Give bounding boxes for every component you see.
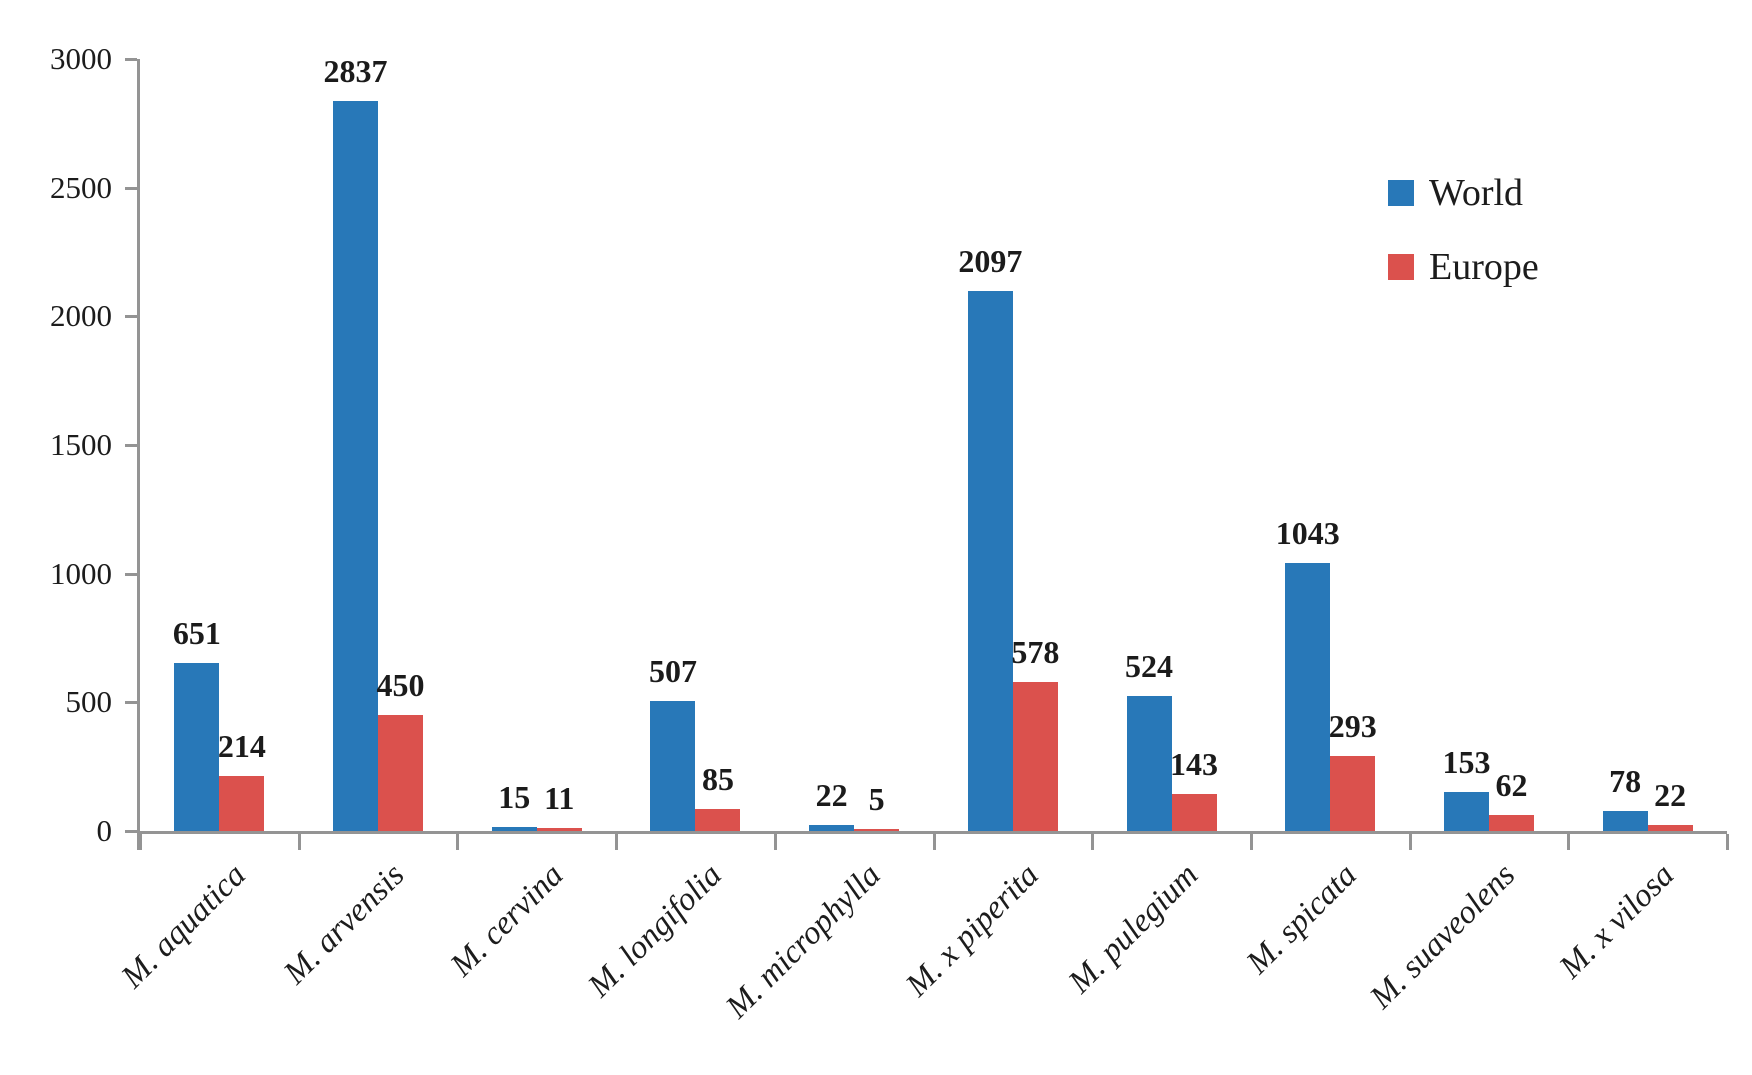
x-axis-line: [140, 831, 1727, 834]
value-label-europe-m-pulegium: 143: [1170, 746, 1219, 783]
value-label-europe-m-arvensis: 450: [376, 667, 425, 704]
x-category-label-anchor: M. x vilosa: [1236, 857, 1681, 985]
value-label-world-m-spicata: 1043: [1275, 514, 1340, 551]
legend-label: World: [1429, 172, 1524, 214]
bar-world-m-suaveolens: [1443, 791, 1489, 831]
bar-world-m-spicata: [1285, 562, 1331, 831]
bar-europe-m-microphylla: [854, 829, 900, 831]
y-tick-label: 1500: [50, 427, 112, 462]
value-label-world-m-aquatica: 651: [172, 615, 221, 652]
y-tick-label: 500: [65, 684, 113, 720]
value-label-world-m-x-vilosa: 78: [1609, 762, 1642, 799]
bar-world-m-arvensis: [333, 100, 379, 831]
bar-europe-m-arvensis: [378, 715, 424, 831]
bar-europe-m-pulegium: [1171, 794, 1217, 831]
legend-label: Europe: [1429, 246, 1539, 288]
y-tick-label: 2500: [50, 169, 112, 205]
y-tick: [125, 315, 137, 319]
bar-world-m-aquatica: [174, 663, 220, 831]
bar-europe-m-x-piperita: [1012, 682, 1058, 831]
value-label-europe-m-x-vilosa: 22: [1654, 777, 1687, 814]
bar-world-m-microphylla: [809, 825, 855, 831]
x-tick: [1726, 834, 1729, 850]
x-tick: [932, 834, 936, 850]
value-label-world-m-microphylla: 22: [815, 777, 848, 814]
x-tick: [1091, 834, 1095, 850]
y-tick: [125, 572, 137, 576]
legend-item-world: World: [1388, 172, 1539, 214]
bar-europe-m-x-vilosa: [1647, 825, 1693, 831]
bar-world-m-longifolia: [650, 700, 696, 831]
y-tick: [125, 444, 137, 447]
bar-world-m-cervina: [491, 827, 537, 831]
y-tick: [125, 830, 137, 833]
y-tick-label: 1000: [50, 555, 112, 591]
bar-europe-m-spicata: [1330, 755, 1376, 831]
value-label-world-m-x-piperita: 2097: [958, 243, 1023, 280]
x-tick: [297, 834, 301, 850]
value-label-world-m-pulegium: 524: [1125, 648, 1174, 685]
x-tick: [456, 834, 460, 850]
bar-europe-m-longifolia: [695, 809, 741, 831]
x-tick: [1567, 834, 1571, 850]
x-tick: [1249, 834, 1253, 850]
bar-world-m-x-piperita: [967, 291, 1013, 831]
y-tick-label: 2000: [50, 298, 112, 334]
y-tick: [125, 58, 137, 61]
x-tick: [615, 834, 619, 850]
value-label-europe-m-spicata: 293: [1328, 707, 1377, 744]
legend-swatch-world: [1388, 180, 1414, 206]
x-tick: [773, 834, 777, 850]
bar-europe-m-suaveolens: [1488, 815, 1534, 831]
y-tick-label: 0: [96, 813, 113, 848]
bar-europe-m-cervina: [536, 828, 582, 831]
y-tick: [125, 701, 137, 705]
value-label-europe-m-aquatica: 214: [217, 727, 266, 764]
x-category-label: M. x vilosa: [1552, 857, 1682, 986]
bar-europe-m-aquatica: [219, 775, 265, 831]
value-label-world-m-suaveolens: 153: [1442, 743, 1491, 780]
x-tick: [139, 834, 142, 850]
legend-item-europe: Europe: [1388, 246, 1539, 288]
y-axis-line: [137, 59, 140, 850]
x-tick: [1408, 834, 1412, 850]
value-label-europe-m-longifolia: 85: [701, 761, 734, 798]
value-label-europe-m-microphylla: 5: [868, 781, 885, 817]
value-label-world-m-arvensis: 2837: [323, 52, 388, 89]
y-tick-label: 3000: [50, 41, 112, 76]
value-label-world-m-longifolia: 507: [648, 652, 697, 689]
value-label-world-m-cervina: 15: [498, 779, 531, 816]
legend: World Europe: [1388, 172, 1539, 324]
value-label-europe-m-cervina: 11: [544, 780, 575, 817]
bar-world-m-pulegium: [1126, 696, 1172, 831]
legend-swatch-europe: [1388, 254, 1414, 280]
y-tick: [125, 186, 137, 190]
value-label-europe-m-x-piperita: 578: [1011, 634, 1060, 671]
value-label-europe-m-suaveolens: 62: [1495, 767, 1528, 804]
bar-world-m-x-vilosa: [1602, 810, 1648, 831]
